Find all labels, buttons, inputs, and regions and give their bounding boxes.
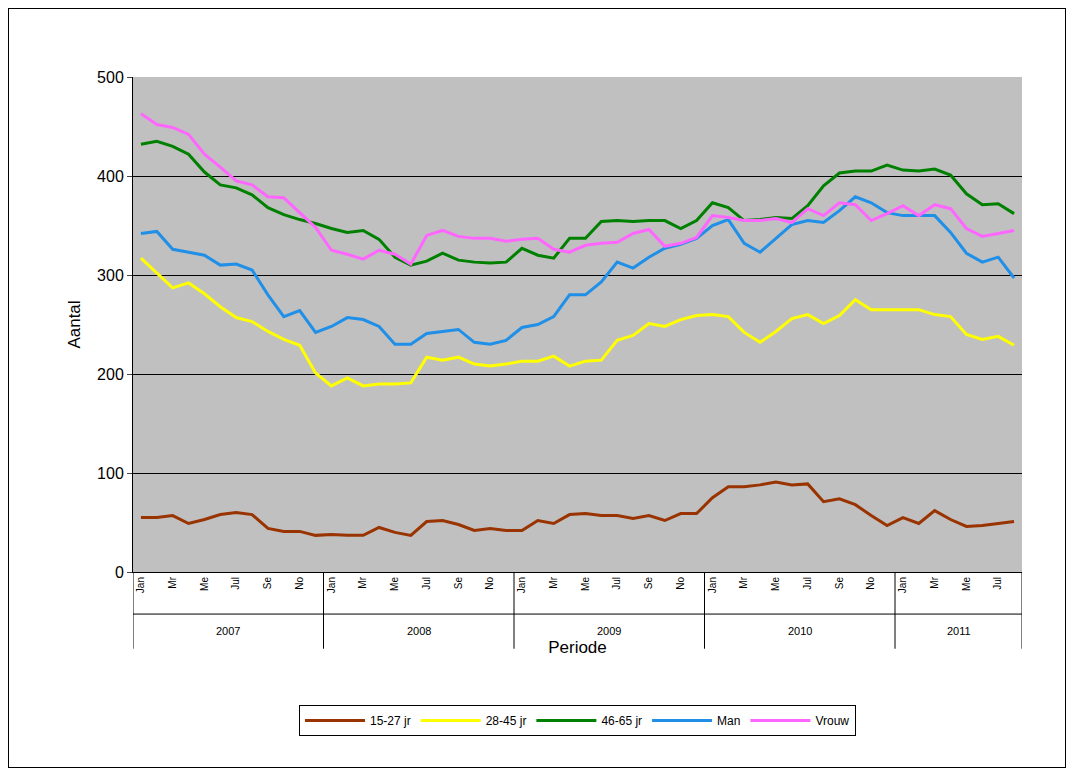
svg-text:400: 400 — [97, 168, 124, 185]
svg-text:2009: 2009 — [597, 625, 621, 637]
svg-text:Jan: Jan — [516, 577, 527, 593]
svg-text:Me: Me — [770, 577, 781, 591]
svg-text:Mr: Mr — [357, 576, 368, 588]
svg-text:2007: 2007 — [216, 625, 240, 637]
svg-text:2010: 2010 — [788, 625, 812, 637]
svg-text:Se: Se — [262, 577, 273, 590]
svg-text:Aantal: Aantal — [65, 300, 84, 348]
svg-text:46-65 jr: 46-65 jr — [601, 714, 642, 728]
svg-text:Mr: Mr — [738, 576, 749, 588]
svg-text:300: 300 — [97, 267, 124, 284]
svg-text:Se: Se — [643, 577, 654, 590]
svg-text:100: 100 — [97, 465, 124, 482]
svg-text:2011: 2011 — [947, 625, 971, 637]
svg-text:No: No — [865, 577, 876, 590]
svg-text:Mr: Mr — [167, 576, 178, 588]
svg-text:Jul: Jul — [230, 577, 241, 590]
svg-text:Me: Me — [389, 577, 400, 591]
svg-text:Se: Se — [453, 577, 464, 590]
svg-text:Me: Me — [580, 577, 591, 591]
svg-text:500: 500 — [97, 69, 124, 86]
svg-text:Jul: Jul — [421, 577, 432, 590]
svg-text:Jan: Jan — [135, 577, 146, 593]
svg-text:Vrouw: Vrouw — [815, 714, 849, 728]
svg-text:15-27 jr: 15-27 jr — [370, 714, 411, 728]
svg-text:Me: Me — [961, 577, 972, 591]
svg-text:Se: Se — [834, 577, 845, 590]
svg-text:Mr: Mr — [929, 576, 940, 588]
svg-text:No: No — [484, 577, 495, 590]
svg-text:Jan: Jan — [326, 577, 337, 593]
svg-text:Me: Me — [199, 577, 210, 591]
svg-text:Mr: Mr — [548, 576, 559, 588]
svg-text:Jul: Jul — [611, 577, 622, 590]
svg-text:Man: Man — [717, 714, 740, 728]
svg-text:Jan: Jan — [897, 577, 908, 593]
svg-text:Jul: Jul — [802, 577, 813, 590]
svg-text:0: 0 — [115, 564, 124, 581]
svg-text:2008: 2008 — [407, 625, 431, 637]
svg-text:Jul: Jul — [992, 577, 1003, 590]
svg-text:200: 200 — [97, 366, 124, 383]
svg-text:No: No — [675, 577, 686, 590]
svg-text:No: No — [294, 577, 305, 590]
svg-text:28-45 jr: 28-45 jr — [486, 714, 527, 728]
svg-text:Jan: Jan — [707, 577, 718, 593]
svg-text:Periode: Periode — [548, 638, 607, 657]
